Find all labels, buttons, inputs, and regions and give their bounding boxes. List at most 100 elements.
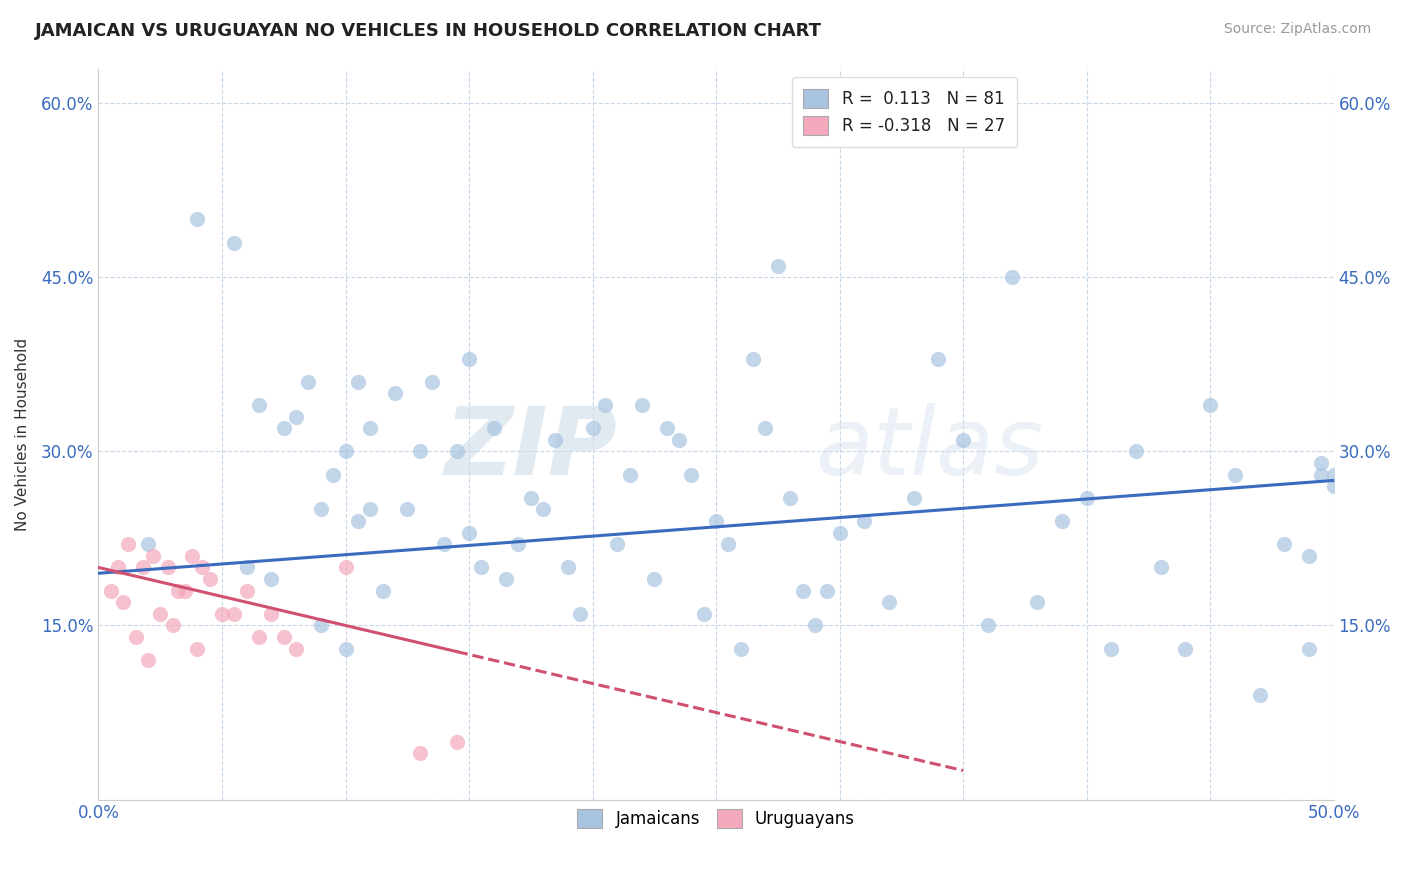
Point: [186, 212, 208, 227]
Point: [335, 444, 357, 458]
Point: [717, 537, 740, 551]
Point: [347, 375, 370, 389]
Point: [371, 583, 394, 598]
Point: [693, 607, 716, 621]
Point: [156, 560, 179, 574]
Point: [730, 641, 752, 656]
Point: [285, 409, 308, 424]
Point: [531, 502, 554, 516]
Point: [1310, 456, 1333, 470]
Point: [704, 514, 727, 528]
Point: [285, 641, 308, 656]
Point: [247, 398, 270, 412]
Point: [458, 525, 481, 540]
Point: [408, 444, 430, 458]
Point: [1323, 479, 1346, 493]
Point: [520, 491, 543, 505]
Point: [1026, 595, 1049, 609]
Point: [1323, 467, 1346, 482]
Point: [828, 525, 851, 540]
Point: [235, 560, 257, 574]
Text: atlas: atlas: [815, 403, 1043, 494]
Point: [297, 375, 319, 389]
Point: [132, 560, 155, 574]
Point: [136, 537, 159, 551]
Point: [792, 583, 814, 598]
Point: [495, 572, 517, 586]
Point: [1174, 641, 1197, 656]
Point: [433, 537, 456, 551]
Point: [247, 630, 270, 644]
Point: [668, 433, 690, 447]
Point: [224, 607, 246, 621]
Point: [235, 583, 257, 598]
Point: [260, 572, 283, 586]
Point: [420, 375, 443, 389]
Point: [1099, 641, 1122, 656]
Point: [742, 351, 765, 366]
Point: [446, 444, 468, 458]
Point: [335, 560, 357, 574]
Point: [186, 641, 208, 656]
Point: [347, 514, 370, 528]
Point: [581, 421, 603, 435]
Legend: Jamaicans, Uruguayans: Jamaicans, Uruguayans: [571, 803, 862, 835]
Point: [1249, 688, 1271, 702]
Point: [606, 537, 628, 551]
Point: [927, 351, 949, 366]
Point: [557, 560, 579, 574]
Point: [1298, 549, 1320, 563]
Point: [655, 421, 678, 435]
Point: [100, 583, 122, 598]
Point: [1199, 398, 1222, 412]
Point: [359, 502, 381, 516]
Point: [408, 746, 430, 760]
Point: [1310, 467, 1333, 482]
Point: [1125, 444, 1147, 458]
Point: [853, 514, 876, 528]
Point: [804, 618, 827, 632]
Point: [1298, 641, 1320, 656]
Point: [458, 351, 481, 366]
Point: [877, 595, 900, 609]
Point: [1223, 467, 1246, 482]
Point: [446, 734, 468, 748]
Point: [384, 386, 406, 401]
Point: [335, 641, 357, 656]
Point: [779, 491, 801, 505]
Point: [124, 630, 146, 644]
Point: [1272, 537, 1295, 551]
Point: [211, 607, 233, 621]
Point: [681, 467, 703, 482]
Point: [174, 583, 197, 598]
Point: [107, 560, 129, 574]
Point: [396, 502, 419, 516]
Y-axis label: No Vehicles in Household: No Vehicles in Household: [15, 337, 30, 531]
Point: [508, 537, 530, 551]
Point: [162, 618, 184, 632]
Point: [952, 433, 974, 447]
Point: [260, 607, 283, 621]
Point: [903, 491, 925, 505]
Point: [198, 572, 221, 586]
Point: [766, 259, 789, 273]
Point: [149, 607, 172, 621]
Point: [224, 235, 246, 250]
Point: [166, 583, 188, 598]
Point: [593, 398, 616, 412]
Point: [322, 467, 344, 482]
Point: [631, 398, 654, 412]
Text: ZIP: ZIP: [444, 402, 617, 495]
Point: [359, 421, 381, 435]
Point: [117, 537, 139, 551]
Point: [142, 549, 165, 563]
Point: [191, 560, 214, 574]
Point: [754, 421, 776, 435]
Point: [482, 421, 505, 435]
Point: [544, 433, 567, 447]
Point: [470, 560, 492, 574]
Point: [181, 549, 204, 563]
Point: [136, 653, 159, 667]
Point: [619, 467, 641, 482]
Text: Source: ZipAtlas.com: Source: ZipAtlas.com: [1223, 22, 1371, 37]
